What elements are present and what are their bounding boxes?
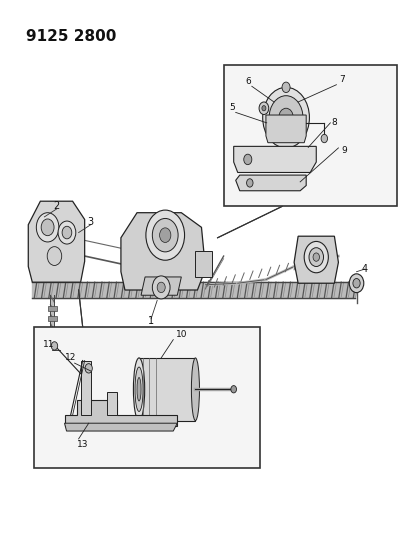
Circle shape bbox=[58, 221, 76, 244]
Text: 6: 6 bbox=[245, 77, 251, 86]
Circle shape bbox=[36, 213, 59, 242]
Circle shape bbox=[146, 210, 185, 260]
Polygon shape bbox=[139, 358, 196, 421]
Text: 11: 11 bbox=[43, 341, 54, 349]
Polygon shape bbox=[236, 175, 306, 191]
Polygon shape bbox=[65, 400, 177, 426]
Polygon shape bbox=[266, 115, 306, 143]
Circle shape bbox=[157, 282, 165, 293]
Polygon shape bbox=[65, 423, 177, 431]
Circle shape bbox=[349, 274, 364, 293]
Polygon shape bbox=[196, 251, 212, 277]
Circle shape bbox=[41, 219, 54, 236]
Ellipse shape bbox=[192, 358, 199, 421]
Bar bbox=[224, 66, 397, 206]
Text: 9125 2800: 9125 2800 bbox=[26, 29, 117, 44]
Circle shape bbox=[262, 106, 266, 111]
Text: 12: 12 bbox=[65, 353, 76, 362]
Circle shape bbox=[313, 253, 319, 261]
Circle shape bbox=[321, 134, 328, 143]
Bar bbox=[34, 327, 260, 467]
Circle shape bbox=[152, 219, 178, 252]
Text: 9: 9 bbox=[342, 146, 347, 155]
Text: 1: 1 bbox=[148, 317, 154, 326]
Circle shape bbox=[62, 227, 72, 239]
Circle shape bbox=[47, 247, 62, 265]
Text: 8: 8 bbox=[332, 118, 337, 127]
Circle shape bbox=[244, 154, 252, 165]
Polygon shape bbox=[81, 360, 91, 415]
Circle shape bbox=[51, 342, 58, 350]
Circle shape bbox=[85, 364, 92, 373]
Circle shape bbox=[282, 82, 290, 93]
Ellipse shape bbox=[135, 367, 143, 411]
Circle shape bbox=[353, 279, 360, 288]
Polygon shape bbox=[48, 327, 57, 332]
Circle shape bbox=[247, 179, 253, 187]
Polygon shape bbox=[107, 392, 117, 415]
Text: 2: 2 bbox=[53, 201, 60, 212]
Circle shape bbox=[309, 248, 323, 266]
Text: 3: 3 bbox=[88, 217, 94, 227]
Text: 10: 10 bbox=[175, 330, 187, 339]
Polygon shape bbox=[294, 236, 338, 283]
Polygon shape bbox=[234, 147, 316, 173]
Circle shape bbox=[279, 108, 293, 127]
Ellipse shape bbox=[134, 358, 145, 421]
Polygon shape bbox=[141, 277, 181, 295]
Polygon shape bbox=[121, 213, 206, 290]
Text: 7: 7 bbox=[339, 75, 345, 84]
Text: 13: 13 bbox=[77, 440, 88, 449]
Circle shape bbox=[152, 276, 170, 299]
Ellipse shape bbox=[137, 377, 141, 401]
Circle shape bbox=[259, 102, 269, 115]
Text: 5: 5 bbox=[229, 103, 235, 112]
Text: 4: 4 bbox=[362, 264, 368, 274]
Polygon shape bbox=[48, 306, 57, 311]
Circle shape bbox=[231, 385, 236, 393]
Circle shape bbox=[263, 87, 309, 148]
Circle shape bbox=[304, 241, 328, 273]
Polygon shape bbox=[48, 316, 57, 321]
Polygon shape bbox=[28, 201, 85, 282]
Circle shape bbox=[269, 96, 303, 140]
Circle shape bbox=[159, 228, 171, 243]
